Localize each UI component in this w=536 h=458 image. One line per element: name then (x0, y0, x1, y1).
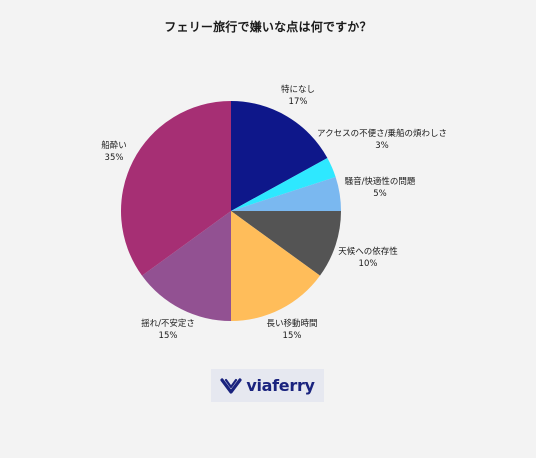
pie-slice (231, 211, 341, 276)
pie-slice (231, 158, 336, 211)
slice-percent-label: 15% (283, 331, 302, 341)
slice-percent-label: 10% (359, 259, 378, 269)
viaferry-logo: viaferry (211, 369, 324, 402)
pie-slice (231, 101, 328, 211)
slice-label: 特になし (281, 84, 315, 95)
slice-percent-label: 35% (105, 153, 124, 163)
slice-label: 天候への依存性 (338, 246, 398, 257)
slice-percent-label: 5% (373, 189, 387, 199)
pie-slice (120, 101, 231, 276)
slice-label: 長い移動時間 (266, 318, 317, 329)
slice-label: 船酔い (101, 140, 127, 151)
slice-percent-label: 3% (375, 141, 389, 151)
pie-slice (231, 211, 320, 321)
viaferry-arrows-icon (220, 377, 242, 394)
pie-slice (231, 177, 341, 211)
chart-title: フェリー旅行で嫌いな点は何ですか？ (164, 20, 372, 34)
pie-slice (142, 211, 231, 321)
logo-text: viaferry (246, 376, 315, 395)
slice-percent-label: 17% (289, 97, 308, 107)
slice-label: アクセスの不便さ/乗船の煩わしさ (317, 128, 447, 139)
slice-percent-label: 15% (159, 331, 178, 341)
slice-label: 騒音/快適性の問題 (345, 176, 416, 187)
slice-label: 揺れ/不安定さ (141, 318, 195, 329)
